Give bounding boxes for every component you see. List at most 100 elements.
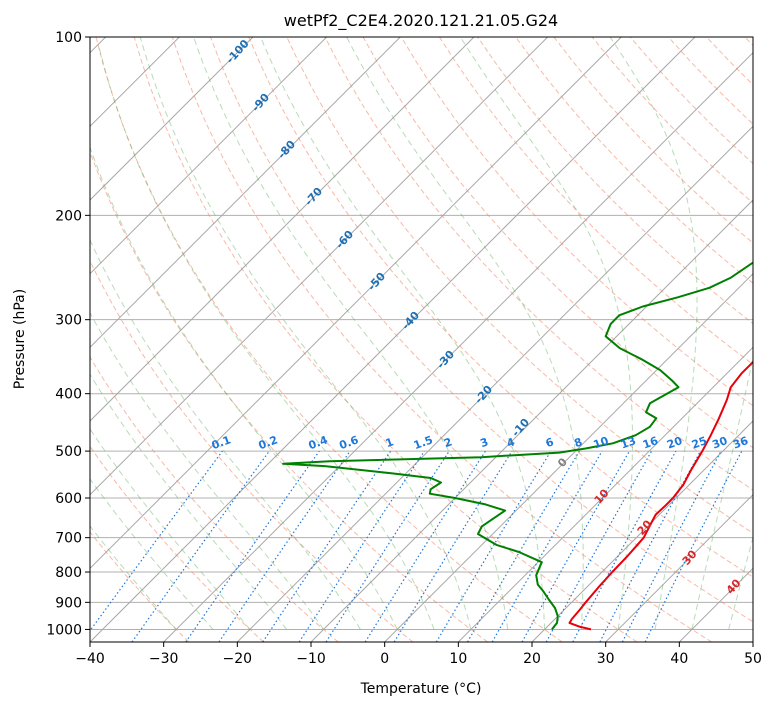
isotherm-line	[90, 37, 696, 642]
mixing-ratio-label: 16	[641, 434, 660, 452]
x-tick-label: 50	[744, 651, 762, 667]
mixing-ratio-line	[644, 450, 743, 642]
x-tick-label: −30	[149, 651, 179, 667]
mixing-ratio-label: 10	[592, 434, 611, 452]
moist-adiabat	[90, 428, 251, 630]
y-tick-label: 500	[55, 444, 82, 460]
profile-lines	[282, 261, 753, 631]
mixing-ratio-line	[572, 450, 677, 642]
mixing-ratio-line	[131, 450, 270, 642]
isotherm-line	[90, 37, 475, 422]
mixing-ratio-label: 0.4	[307, 433, 330, 452]
moist-adiabat	[90, 373, 288, 630]
mixing-ratio-label: 25	[690, 434, 709, 451]
isotherm-line	[605, 493, 753, 642]
y-tick-label: 300	[55, 313, 82, 329]
y-axis: 100 200 300 400 500 600 700 800 900 1000	[46, 30, 90, 638]
x-tick-label: 20	[523, 651, 541, 667]
isotherm-line	[90, 37, 622, 570]
x-tick-label: 0	[380, 651, 389, 667]
dry-adiabat	[171, 37, 712, 642]
dry-adiabat	[90, 531, 190, 642]
moist-adiabat	[728, 535, 753, 630]
x-tick-label: 10	[449, 651, 467, 667]
mixing-ratio-line	[185, 450, 320, 642]
dry-adiabat	[438, 37, 753, 366]
isotherm-line	[90, 37, 401, 349]
moist-adiabat	[346, 37, 584, 630]
moist-adiabat	[90, 145, 398, 630]
x-tick-label: −40	[75, 651, 105, 667]
isotherm-line	[90, 37, 549, 496]
y-tick-label: 200	[55, 208, 82, 224]
x-tick-label: 30	[597, 651, 615, 667]
mixing-ratio-label: 0.6	[338, 433, 361, 452]
isotherm-line	[236, 125, 753, 642]
dry-adiabat	[248, 37, 753, 578]
x-tick-label: −10	[296, 651, 326, 667]
isotherm-line	[384, 272, 753, 642]
y-tick-label: 700	[55, 531, 82, 547]
mixing-ratio-line	[521, 450, 631, 642]
y-tick-label: 800	[55, 565, 82, 581]
mixing-ratio-line	[218, 450, 351, 642]
isotherm-line	[531, 420, 753, 642]
dry-adiabat	[90, 150, 488, 642]
moist-adiabat	[139, 37, 472, 630]
dry-adiabat	[515, 37, 753, 284]
mixing-ratio-line	[545, 450, 653, 642]
moist-adiabat	[90, 311, 324, 630]
dry-adiabat	[90, 445, 264, 642]
dry-adiabat	[90, 356, 339, 642]
moist-adiabat	[98, 46, 435, 630]
y-tick-label: 600	[55, 491, 82, 507]
mixing-ratio-label: 30	[710, 434, 729, 452]
mixing-ratio-label: 3	[478, 435, 490, 450]
isotherm-line	[90, 37, 328, 275]
plot-frame	[89, 36, 754, 643]
y-axis-title: Pressure (hPa)	[12, 289, 28, 389]
moist-adiabat	[193, 37, 509, 630]
dewpoint-line	[282, 261, 753, 631]
dry-adiabat	[95, 37, 563, 642]
y-tick-label: 900	[55, 595, 82, 611]
moist-adiabat	[459, 37, 633, 630]
moist-adiabat	[260, 37, 546, 630]
dry-adiabat	[400, 37, 753, 407]
mixing-ratio-label: 2	[442, 435, 454, 450]
mixing-ratio-label: 8	[572, 435, 584, 450]
mixing-ratio-label: 0.2	[257, 433, 280, 452]
isotherm-line	[90, 37, 254, 201]
x-axis-title: Temperature (°C)	[360, 681, 482, 697]
background-lines	[90, 37, 753, 642]
mixing-ratio-line	[325, 450, 450, 642]
mixing-ratio-label: 36	[731, 434, 750, 452]
moist-adiabat	[691, 354, 753, 630]
mixing-ratio-line	[298, 450, 425, 642]
mixing-ratio-line	[393, 450, 513, 642]
mixing-ratio-label: 0.1	[210, 433, 233, 452]
dry-adiabat	[324, 37, 753, 491]
mixing-ratio-label: 20	[665, 434, 684, 452]
dry-adiabat	[90, 259, 414, 642]
x-axis: −40 −30 −20 −10 0 10 20 30 40 50	[75, 642, 762, 667]
chart-title: wetPf2_C2E4.2020.121.21.05.G24	[284, 11, 558, 31]
mixing-ratio-label: 1.5	[412, 433, 435, 452]
moist-adiabat	[90, 478, 214, 630]
mixing-ratio-label: 4	[505, 435, 517, 450]
x-tick-label: −20	[223, 651, 253, 667]
mixing-ratio-label: 13	[619, 434, 638, 451]
y-tick-label: 400	[55, 387, 82, 403]
y-tick-label: 100	[55, 30, 82, 46]
x-tick-label: 40	[670, 651, 688, 667]
moist-adiabat	[609, 37, 698, 630]
temperature-line	[568, 360, 753, 631]
dry-adiabat	[133, 37, 638, 642]
mixing-ratio-line	[262, 450, 392, 642]
isotherm-line	[163, 51, 753, 642]
y-tick-label: 1000	[46, 622, 82, 638]
mixing-ratio-label: 6	[544, 435, 556, 450]
dry-adiabat	[210, 37, 753, 623]
